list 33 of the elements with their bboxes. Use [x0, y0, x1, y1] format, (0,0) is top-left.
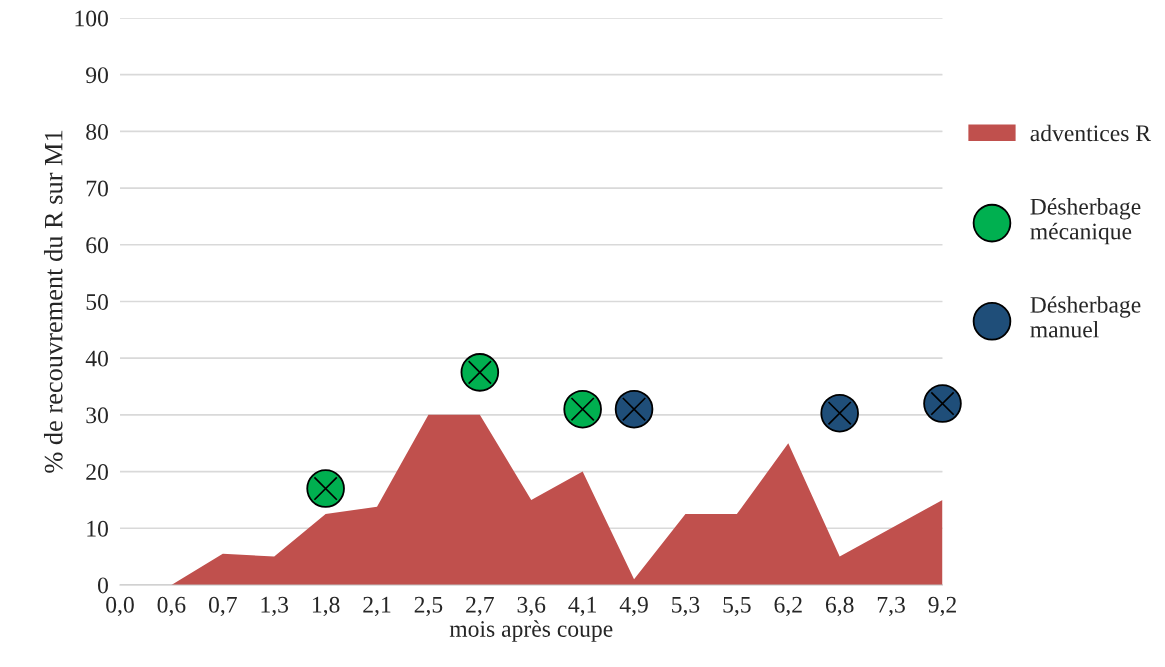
y-tick-label: 80	[86, 123, 108, 140]
x-axis-title: mois après coupe	[449, 620, 613, 642]
y-tick-label: 30	[86, 407, 108, 424]
x-tick-label: 3,6	[517, 596, 546, 617]
y-tick-label: 0	[97, 577, 108, 594]
x-tick-label: 5,5	[723, 596, 751, 617]
legend-label: adventices R	[1030, 124, 1152, 142]
y-tick-label: 40	[85, 350, 108, 367]
x-tick-label: 2,5	[414, 596, 443, 617]
y-tick-label: 70	[86, 180, 108, 197]
y-tick-label: 60	[86, 237, 108, 254]
x-tick-label: 1,3	[261, 596, 289, 617]
x-tick-label: 2,7	[466, 596, 494, 617]
y-tick-label: 10	[87, 520, 108, 537]
y-tick-label: 20	[86, 464, 108, 480]
legend-label: Désherbage manuel	[1030, 296, 1141, 338]
x-tick-label: 5,3	[672, 596, 700, 617]
y-axis-title: % de recouvrement du R sur M1	[43, 130, 63, 473]
y-tick-label: 100	[75, 10, 108, 27]
x-tick-label: 1,8	[312, 596, 340, 617]
x-tick-label: 0,7	[208, 596, 237, 617]
x-tick-label: 9,2	[928, 596, 956, 617]
x-tick-label: 0,6	[157, 596, 186, 617]
x-tick-label: 0,0	[106, 596, 134, 617]
y-tick-label: 90	[86, 67, 108, 84]
x-tick-label: 6,2	[774, 596, 802, 617]
legend-label: Désherbage mécanique	[1030, 198, 1141, 245]
x-tick-label: 4,1	[568, 596, 596, 617]
x-tick-label: 2,1	[363, 596, 391, 617]
x-tick-label: 6,8	[825, 596, 854, 617]
y-tick-label: 50	[86, 293, 108, 310]
x-tick-label: 4,9	[619, 596, 648, 617]
x-tick-label: 7,3	[877, 596, 905, 617]
